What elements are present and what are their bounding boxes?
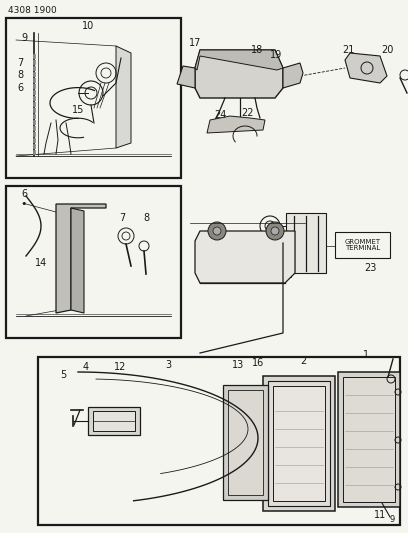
Circle shape — [271, 227, 279, 235]
Text: 19: 19 — [270, 50, 282, 60]
Bar — [223, 385, 268, 500]
Bar — [338, 372, 400, 507]
Text: 10: 10 — [82, 21, 94, 31]
Polygon shape — [195, 50, 283, 70]
Bar — [228, 390, 263, 495]
Bar — [273, 386, 325, 501]
Text: 24: 24 — [214, 110, 226, 120]
Text: 13: 13 — [232, 360, 244, 370]
Polygon shape — [207, 116, 265, 133]
Text: 6: 6 — [17, 83, 23, 93]
Circle shape — [213, 227, 221, 235]
Text: 20: 20 — [381, 45, 393, 55]
Text: 4: 4 — [83, 362, 89, 372]
Text: 8: 8 — [17, 70, 23, 80]
Text: 16: 16 — [252, 358, 264, 368]
Bar — [88, 407, 140, 435]
Circle shape — [266, 222, 284, 240]
Bar — [273, 239, 291, 277]
Text: 3: 3 — [165, 360, 171, 370]
Text: 17: 17 — [189, 38, 201, 48]
Text: 21: 21 — [342, 45, 354, 55]
Bar — [343, 377, 395, 502]
Text: 6: 6 — [21, 189, 27, 199]
Bar — [251, 255, 269, 277]
Bar — [268, 381, 330, 506]
Text: 15: 15 — [72, 105, 84, 115]
Polygon shape — [177, 66, 195, 88]
Text: 22: 22 — [242, 108, 254, 118]
Text: 2: 2 — [300, 356, 306, 366]
Bar — [203, 255, 225, 277]
Text: 1: 1 — [363, 350, 369, 360]
Text: 11: 11 — [374, 510, 386, 520]
Bar — [6, 18, 181, 178]
Polygon shape — [56, 204, 106, 313]
Bar — [335, 232, 390, 258]
Bar — [93, 411, 135, 431]
Text: •: • — [21, 199, 27, 209]
Text: 7: 7 — [17, 58, 23, 68]
Bar — [6, 186, 181, 338]
Bar — [229, 255, 247, 277]
Bar — [38, 357, 400, 525]
Polygon shape — [195, 231, 295, 283]
Text: 9: 9 — [21, 33, 27, 43]
Text: 4308 1900: 4308 1900 — [8, 6, 57, 15]
Polygon shape — [116, 46, 131, 148]
Text: 5: 5 — [60, 370, 66, 380]
Text: GROMMET
TERMINAL: GROMMET TERMINAL — [345, 238, 381, 252]
Text: 23: 23 — [364, 263, 376, 273]
Polygon shape — [195, 50, 283, 98]
Bar — [286, 213, 326, 273]
Polygon shape — [345, 53, 387, 83]
Text: 12: 12 — [114, 362, 126, 372]
Bar — [263, 376, 335, 511]
Text: 7: 7 — [119, 213, 125, 223]
Text: 8: 8 — [143, 213, 149, 223]
Text: 9: 9 — [389, 515, 395, 524]
Polygon shape — [71, 208, 84, 313]
Text: 18: 18 — [251, 45, 263, 55]
Polygon shape — [283, 63, 303, 88]
Circle shape — [208, 222, 226, 240]
Text: 14: 14 — [35, 258, 47, 268]
